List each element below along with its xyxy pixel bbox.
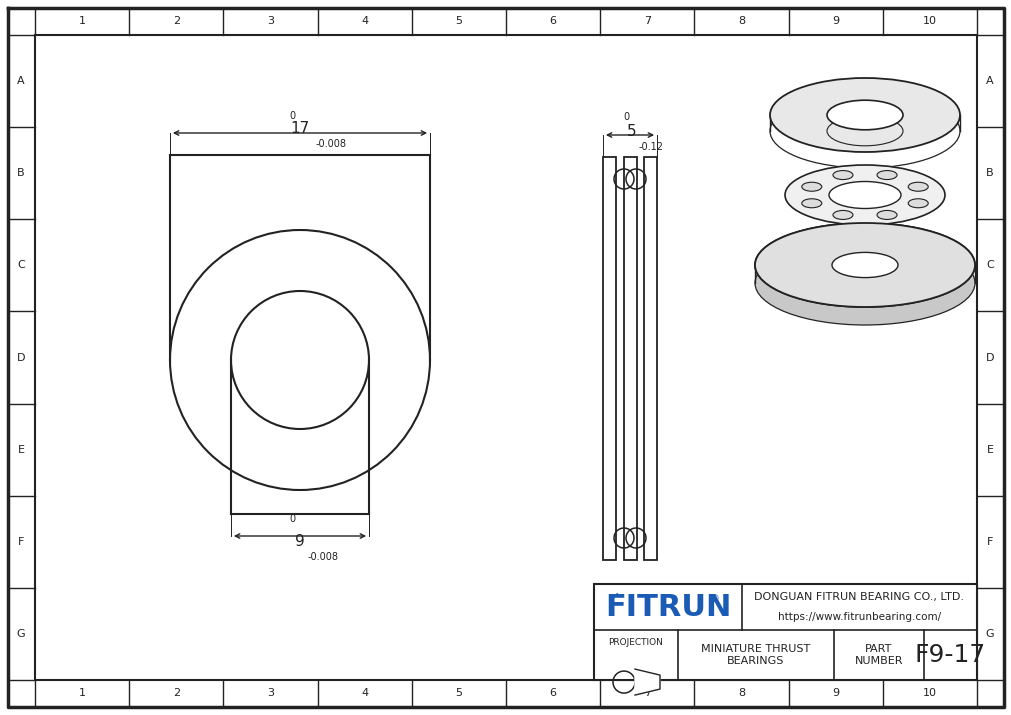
Text: ®: ® (708, 594, 719, 604)
Text: 5: 5 (627, 124, 636, 139)
Ellipse shape (754, 241, 974, 325)
Bar (643, 157, 656, 560)
Text: 2: 2 (173, 688, 180, 698)
Text: 0: 0 (289, 111, 295, 121)
Ellipse shape (785, 165, 944, 225)
Text: 8: 8 (737, 16, 744, 26)
Bar (624, 157, 636, 560)
Text: B: B (17, 168, 25, 178)
Text: ✓: ✓ (607, 590, 620, 605)
Ellipse shape (907, 199, 927, 208)
Text: 6: 6 (549, 16, 556, 26)
Text: 0: 0 (623, 112, 629, 122)
Text: -0.008: -0.008 (307, 552, 339, 562)
Text: https://www.fitrunbearing.com/: https://www.fitrunbearing.com/ (777, 612, 940, 622)
Ellipse shape (769, 78, 959, 152)
Text: 10: 10 (922, 688, 936, 698)
Text: G: G (16, 629, 25, 639)
Text: 5: 5 (455, 16, 462, 26)
Text: 1: 1 (79, 688, 86, 698)
Ellipse shape (801, 199, 821, 208)
Text: F: F (18, 537, 24, 547)
Ellipse shape (831, 252, 897, 277)
Text: -0.12: -0.12 (638, 142, 663, 152)
Text: C: C (985, 260, 993, 270)
Text: D: D (985, 352, 993, 363)
Ellipse shape (754, 223, 974, 307)
Text: -0.008: -0.008 (315, 139, 347, 149)
Text: FITRUN: FITRUN (605, 593, 731, 621)
Text: 17: 17 (290, 121, 309, 136)
Text: 0: 0 (289, 514, 295, 524)
Text: 9: 9 (831, 16, 838, 26)
Ellipse shape (877, 171, 896, 179)
Text: DONGUAN FITRUN BEARING CO., LTD.: DONGUAN FITRUN BEARING CO., LTD. (754, 592, 963, 602)
Text: 6: 6 (549, 688, 556, 698)
Ellipse shape (828, 182, 900, 209)
Text: E: E (17, 445, 24, 455)
Text: 4: 4 (361, 16, 368, 26)
Ellipse shape (877, 210, 896, 220)
Text: 3: 3 (267, 688, 274, 698)
Ellipse shape (907, 182, 927, 191)
Text: B: B (985, 168, 993, 178)
Text: 5: 5 (455, 688, 462, 698)
Text: PART
NUMBER: PART NUMBER (854, 644, 903, 666)
Text: A: A (985, 76, 993, 86)
Ellipse shape (831, 252, 897, 277)
Text: 2: 2 (173, 16, 180, 26)
Text: 9: 9 (295, 533, 304, 548)
Text: 9: 9 (831, 688, 838, 698)
Text: 3: 3 (267, 16, 274, 26)
Ellipse shape (754, 223, 974, 307)
Text: C: C (17, 260, 25, 270)
Ellipse shape (801, 182, 821, 191)
Text: F9-17: F9-17 (914, 643, 985, 667)
Text: 7: 7 (643, 688, 650, 698)
Ellipse shape (832, 210, 852, 220)
Text: E: E (986, 445, 993, 455)
Bar (603, 157, 616, 560)
Text: MINIATURE THRUST
BEARINGS: MINIATURE THRUST BEARINGS (701, 644, 810, 666)
Ellipse shape (832, 171, 852, 179)
Text: 4: 4 (361, 688, 368, 698)
Text: G: G (985, 629, 994, 639)
Text: 1: 1 (79, 16, 86, 26)
Polygon shape (634, 669, 659, 695)
Text: A: A (17, 76, 25, 86)
Text: D: D (17, 352, 25, 363)
Text: 10: 10 (922, 16, 936, 26)
Text: 8: 8 (737, 688, 744, 698)
Text: PROJECTION: PROJECTION (608, 638, 663, 647)
Ellipse shape (826, 100, 902, 130)
Bar (593, 584, 976, 680)
Text: F: F (986, 537, 992, 547)
Text: 7: 7 (643, 16, 650, 26)
